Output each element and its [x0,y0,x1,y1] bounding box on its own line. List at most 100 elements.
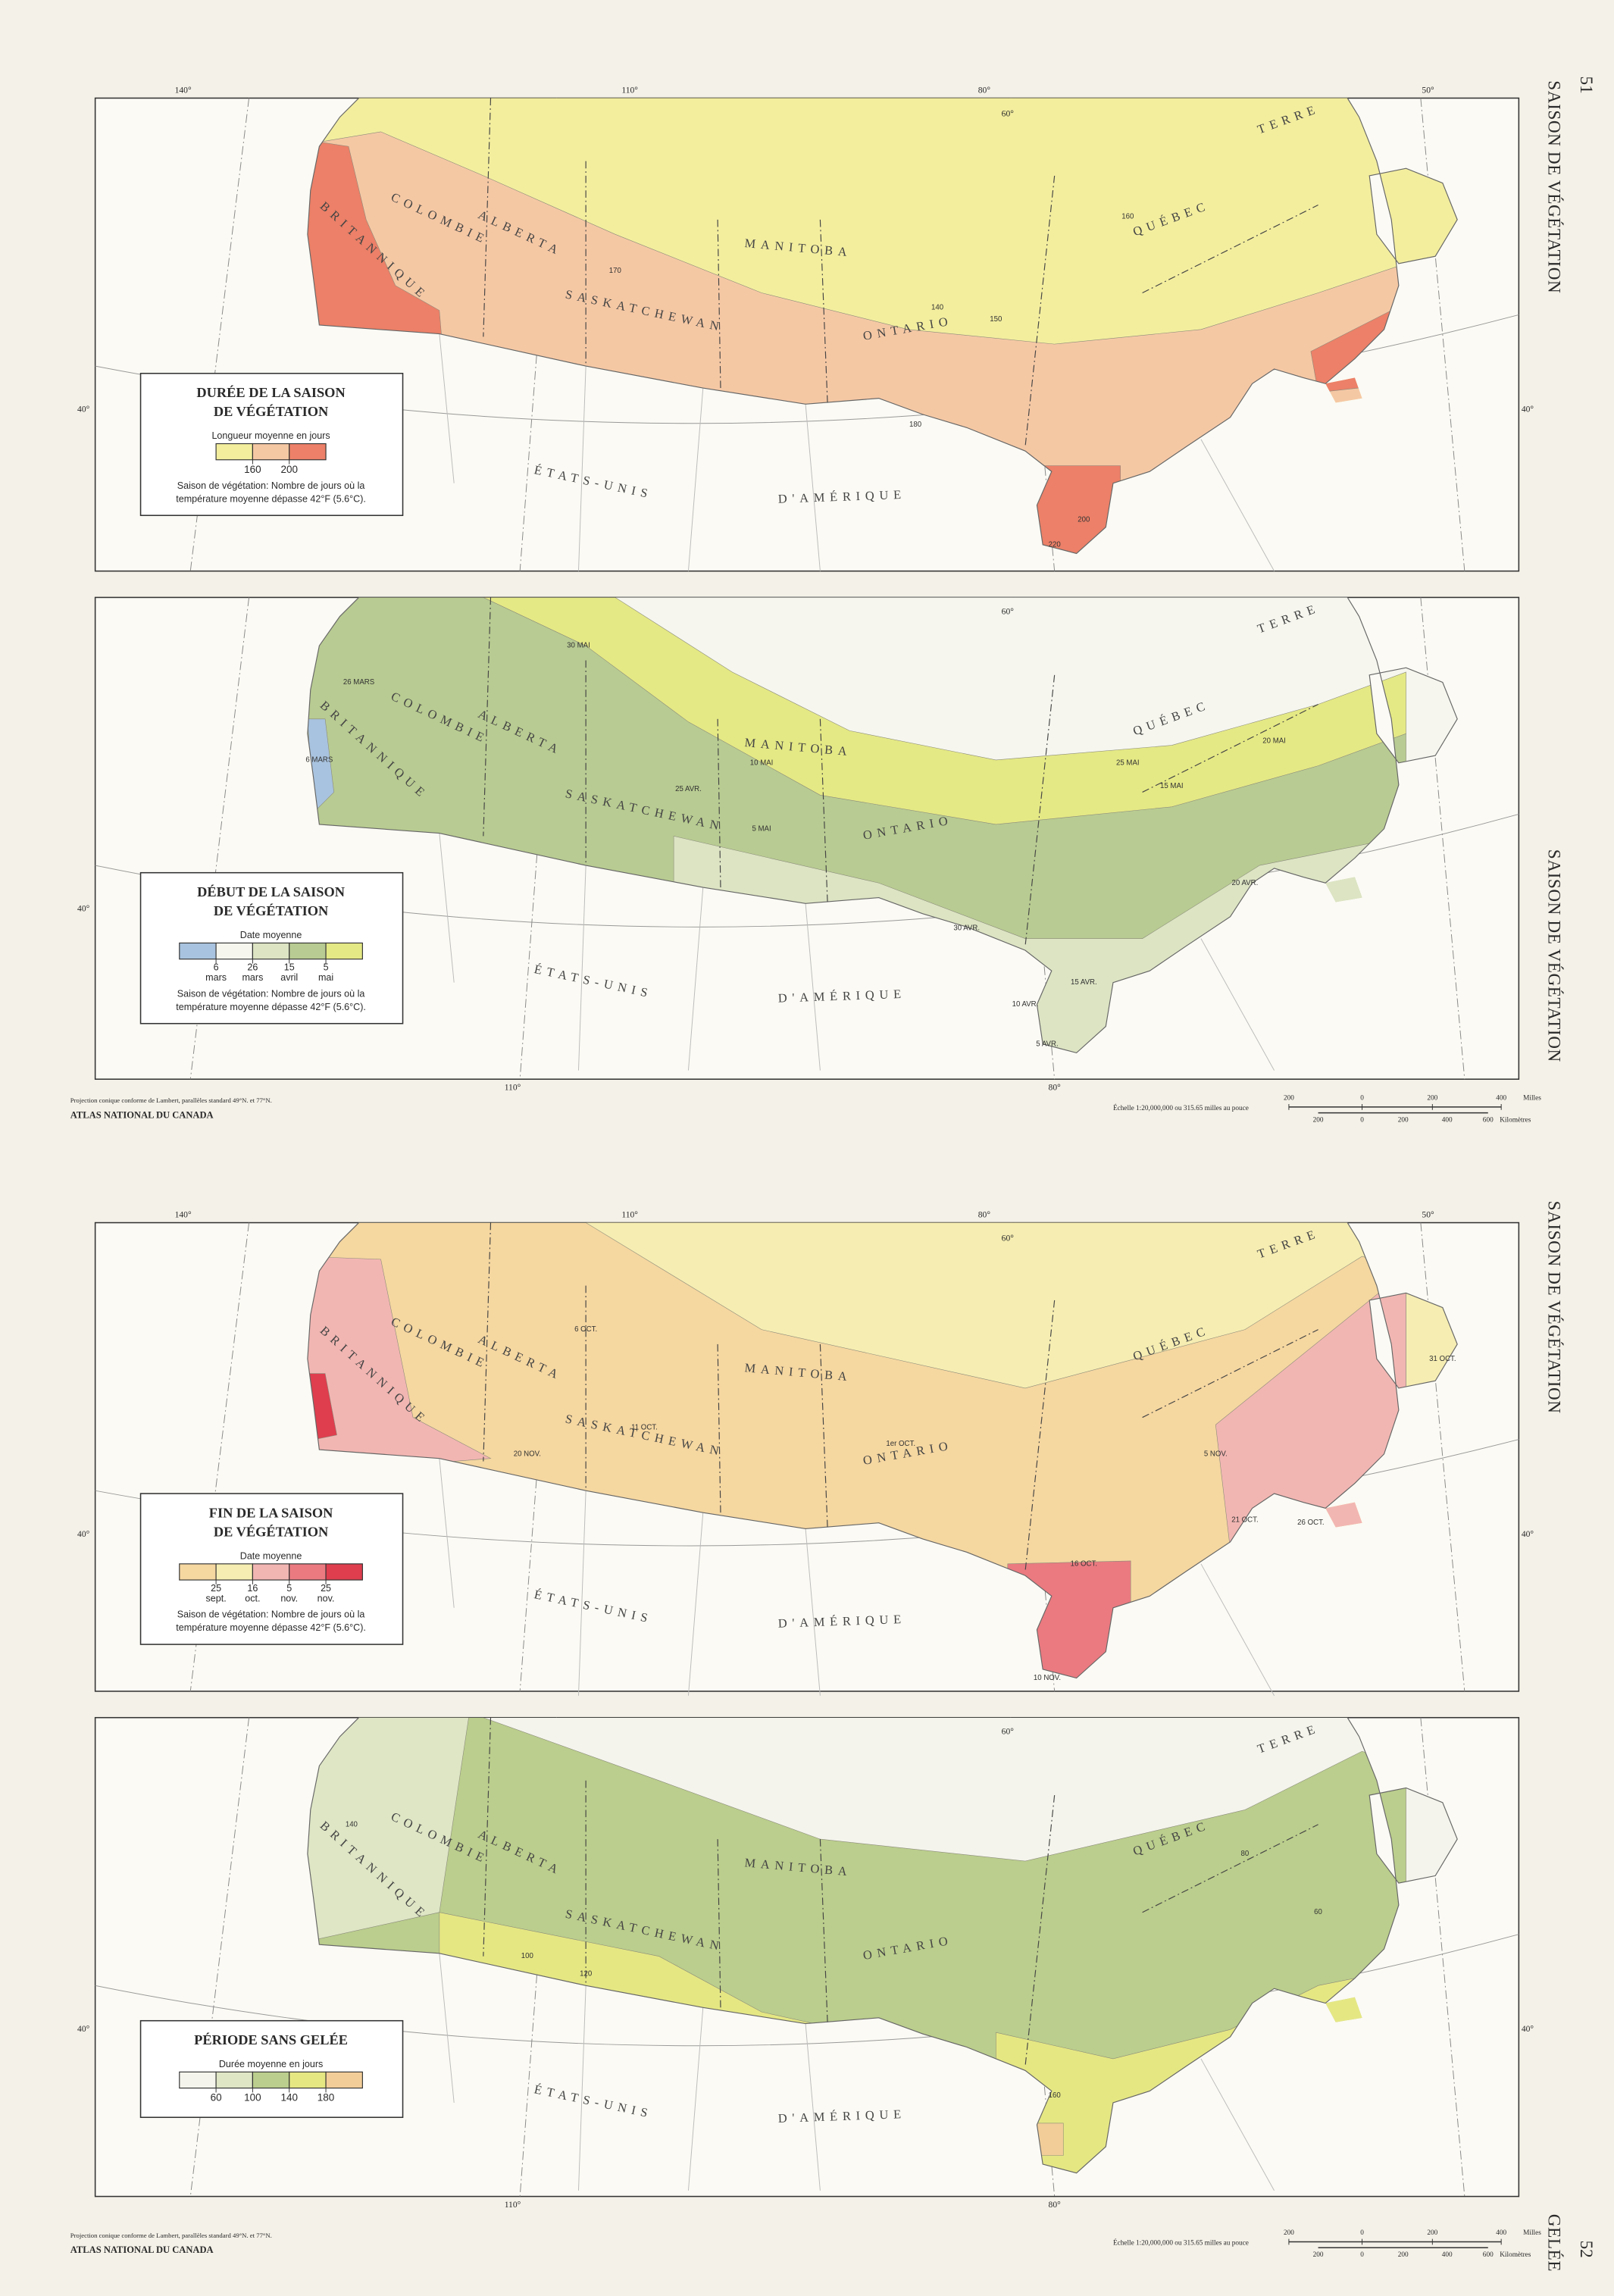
contour-label: 150 [990,315,1002,324]
legend-break-label: mars [205,972,227,983]
legend-break-label: avril [280,972,298,983]
scale-unit: Milles [1523,2229,1541,2237]
latitude-label: 40° [77,2024,90,2034]
legend-swatch [252,2071,290,2089]
province-border [819,219,828,403]
legend-swatch [179,2071,217,2089]
contour-label: 31 OCT. [1429,1355,1456,1363]
contour-label: 30 AVR. [953,924,980,933]
latitude-label: 40° [77,405,90,414]
latitude-label: 40° [1522,405,1534,414]
legend-break-label: 100 [244,2092,261,2104]
legend-caption: Longueur moyenne en jours [211,430,330,441]
zone [483,597,1406,825]
legend-title: PÉRIODE SANS GELÉE [194,2032,348,2047]
legend-break-label: 180 [317,2092,335,2104]
legend-swatch [289,1563,327,1581]
legend-title: FIN DE LA SAISON [209,1505,333,1520]
legend-caption: Durée moyenne en jours [219,2059,323,2069]
legend-note: Saison de végétation: Nombre de jours où… [177,988,365,999]
legend-title: DE VÉGÉTATION [214,902,328,918]
latitude-label: 40° [1522,2024,1534,2034]
contour-label: 25 AVR. [675,785,702,793]
scale-label: 200 [1313,2251,1324,2259]
province-border [1024,1795,1056,2066]
province-border [1024,674,1056,946]
longitude-label: 110° [505,2200,521,2210]
scale-label: 200 [1427,2229,1437,2237]
contour-label: 16 OCT. [1071,1559,1097,1568]
longitude-label: 60° [1002,108,1015,118]
legend-swatch [289,2071,327,2089]
scale-label: 0 [1360,1116,1364,1124]
legend-swatch [179,1563,217,1581]
us-border [439,333,1275,571]
scale-label: 0 [1360,1094,1364,1102]
scale-label: 400 [1496,2229,1506,2237]
province-border [483,1717,492,1957]
atlas-name: ATLAS NATIONAL DU CANADA [70,2244,214,2255]
legend-break-label: 160 [244,464,261,475]
longitude-label: 60° [1002,1727,1015,1737]
province-border [483,1222,492,1462]
contour-label: 160 [1121,213,1134,221]
coastline [307,1222,1458,1679]
legend-swatch [252,443,290,461]
legend-box [139,2019,404,2119]
legend-title: DURÉE DE LA SAISON [196,384,345,400]
legend-swatch [215,942,253,960]
contour-label: 5 AVR. [1036,1040,1058,1048]
contour-label: 160 [1049,2091,1061,2100]
legend-break-label: 200 [280,464,298,475]
legend-note: température moyenne dépasse 42°F (5.6°C)… [176,1622,366,1633]
legend-break-label: nov. [280,1593,298,1603]
latitude-label: 40° [77,1529,90,1539]
contour-label: 10 NOV. [1034,1674,1061,1682]
province-border [1142,205,1318,293]
longitude-label: 80° [1049,2200,1062,2210]
contour-label: 21 OCT. [1231,1516,1258,1524]
scale-unit: Kilomètres [1500,1116,1531,1124]
province-border [717,718,721,888]
legend-break-label: 15 [284,962,295,973]
meridian [189,98,250,571]
legend-swatch [289,443,327,461]
scale-label: 0 [1360,2251,1364,2259]
contour-label: 60 [1314,1908,1322,1916]
legend-swatch [215,443,253,461]
longitude-label: 110° [621,1210,638,1220]
legend-swatch [325,942,363,960]
scale-text: Échelle 1:20,000,000 ou 315.65 milles au… [1113,1104,1249,1112]
contour-label: 30 MAI [567,642,590,650]
meridian [519,98,557,571]
legend-title: DE VÉGÉTATION [214,1523,328,1539]
legend-break-label: 6 [214,962,219,973]
legend-break-label: 25 [211,1583,221,1594]
contour-label: 11 OCT. [631,1424,658,1432]
legend-break-label: 5 [324,962,329,973]
us-border [439,1953,1275,2191]
legend-break-label: 26 [247,962,258,973]
legend-break-label: mai [318,972,333,983]
longitude-label: 50° [1422,85,1434,95]
contour-label: 180 [909,421,921,429]
contour-label: 10 MAI [750,759,774,767]
longitude-label: 110° [621,85,638,95]
legend-break-label: 5 [286,1583,292,1594]
legend-note: température moyenne dépasse 42°F (5.6°C)… [176,493,366,504]
contour-label: 200 [1078,516,1090,524]
contour-label: 15 AVR. [1071,978,1097,987]
contour-label: 140 [931,303,943,311]
province-border [1024,1300,1056,1572]
legend-break-label: nov. [317,1593,335,1603]
contour-label: 6 OCT. [574,1325,597,1334]
contour-label: 140 [346,1820,358,1828]
legend-note: Saison de végétation: Nombre de jours où… [177,1609,365,1620]
legend-swatch [252,942,290,960]
scale-label: 400 [1442,2251,1453,2259]
longitude-label: 140° [175,1210,192,1220]
contour-label: 20 AVR. [1232,879,1259,887]
